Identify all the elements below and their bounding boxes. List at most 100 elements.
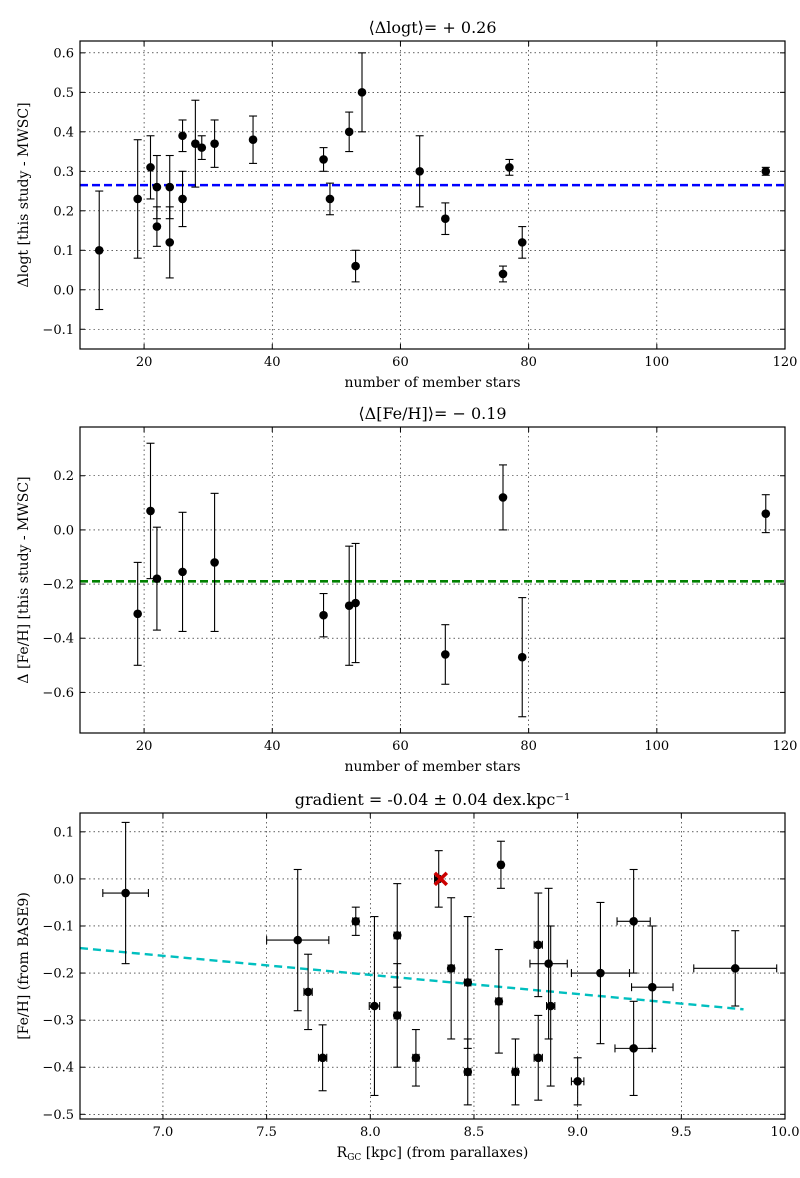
data-marker [318, 1053, 327, 1063]
data-marker [210, 558, 219, 567]
y-axis-label: [Fe/H] (from BASE9) [16, 892, 32, 1040]
chart-panel-3: 7.0 7.5 8.0 8.5 9.0 9.5 10.0 −0.5 −0.4 −0.3 −0.2 −0… [16, 790, 799, 1163]
data-marker [761, 509, 771, 518]
data-point [351, 542, 360, 664]
y-tick-label: 0.1 [53, 244, 74, 259]
y-tick-label: 0.2 [53, 469, 74, 484]
data-marker [411, 1053, 421, 1063]
data-marker [533, 1053, 543, 1063]
data-point [392, 963, 402, 1068]
data-point [505, 158, 514, 176]
data-point [210, 492, 219, 633]
gradient-fit-line [79, 946, 744, 1011]
x-tick-label: 8.0 [360, 1125, 381, 1140]
data-point [494, 948, 504, 1054]
data-marker [197, 143, 207, 152]
data-marker [94, 245, 104, 255]
y-tick-label: 0.0 [53, 283, 74, 298]
data-point [146, 135, 155, 200]
plot-frame [79, 812, 786, 1120]
data-point [570, 1057, 585, 1106]
data-marker [494, 997, 504, 1006]
data-point [197, 135, 207, 161]
data-point [319, 592, 328, 638]
data-point [463, 916, 473, 1049]
data-marker [248, 135, 258, 145]
x-tick-label: 80 [520, 739, 537, 754]
y-tick-label: −0.5 [42, 1108, 74, 1123]
data-point [415, 135, 424, 208]
chart-panel-2: 20 40 60 80 100 120 −0.6 −0.4 −0.2 0.0 0.2 ⟨Δ[Fe/H]… [16, 404, 797, 775]
y-tick-label: −0.1 [42, 919, 74, 934]
data-marker [357, 88, 367, 97]
data-marker [146, 506, 155, 516]
data-marker [165, 238, 175, 247]
data-point [351, 906, 361, 936]
data-marker [191, 139, 200, 148]
data-point [357, 52, 367, 133]
x-tick-label: 100 [644, 355, 669, 370]
data-marker [544, 959, 553, 968]
data-marker [370, 1001, 379, 1011]
data-point [351, 249, 360, 283]
data-marker [415, 167, 424, 176]
y-tick-label: −0.3 [42, 1014, 74, 1029]
x-tick-label: 8.5 [464, 1125, 485, 1140]
data-marker [573, 1077, 582, 1086]
data-marker [319, 610, 328, 620]
y-tick-label: 0.2 [53, 204, 74, 219]
y-tick-label: −0.2 [42, 967, 74, 982]
data-marker [351, 598, 360, 608]
data-point [368, 916, 381, 1097]
y-tick-label: 0.1 [53, 825, 74, 840]
x-tick-label: 20 [136, 739, 153, 754]
y-tick-label: −0.1 [42, 323, 74, 338]
plot-frame [79, 426, 786, 734]
data-point [614, 1000, 653, 1097]
x-tick-label: 60 [392, 355, 409, 370]
data-marker [178, 194, 187, 204]
chart-title: ⟨Δlogt⟩= + 0.26 [368, 18, 496, 37]
x-tick-label: 120 [773, 355, 798, 370]
x-axis-label: number of member stars [344, 375, 520, 391]
data-point [178, 119, 187, 153]
data-point [94, 190, 104, 311]
x-tick-label: 40 [264, 739, 281, 754]
y-tick-label: −0.6 [42, 686, 74, 701]
x-tick-label: 9.0 [567, 1125, 588, 1140]
data-marker [133, 194, 142, 204]
data-marker [463, 1067, 473, 1077]
data-point [517, 597, 527, 718]
data-point [498, 464, 508, 531]
x-tick-label: 7.5 [256, 1125, 277, 1140]
data-point [446, 897, 456, 1040]
chart-title: gradient = -0.04 ± 0.04 dex.kpc⁻¹ [295, 790, 570, 809]
data-marker [344, 127, 354, 137]
data-marker [152, 574, 162, 583]
data-point [152, 206, 162, 247]
data-point [210, 119, 219, 168]
data-marker [505, 163, 514, 172]
data-point [248, 115, 258, 164]
x-axis-label: number of member stars [344, 759, 520, 775]
data-marker [463, 978, 473, 987]
x-axis-label: RGC [kpc] (from parallaxes) [337, 1145, 529, 1163]
data-marker [647, 982, 657, 992]
y-tick-label: −0.2 [42, 578, 74, 593]
data-point [693, 930, 778, 1007]
data-point [317, 1024, 328, 1092]
y-tick-label: −0.4 [42, 1061, 74, 1076]
chart-title: ⟨Δ[Fe/H]⟩= − 0.19 [358, 404, 506, 423]
data-point [319, 147, 328, 172]
data-point [102, 821, 149, 965]
data-point [517, 226, 527, 259]
data-point [441, 202, 450, 236]
x-tick-label: 100 [644, 739, 669, 754]
data-marker [178, 567, 187, 577]
y-tick-label: 0.5 [53, 86, 74, 101]
data-marker [533, 940, 543, 950]
data-marker [146, 163, 155, 172]
data-point [463, 1038, 473, 1106]
data-marker [441, 214, 450, 223]
